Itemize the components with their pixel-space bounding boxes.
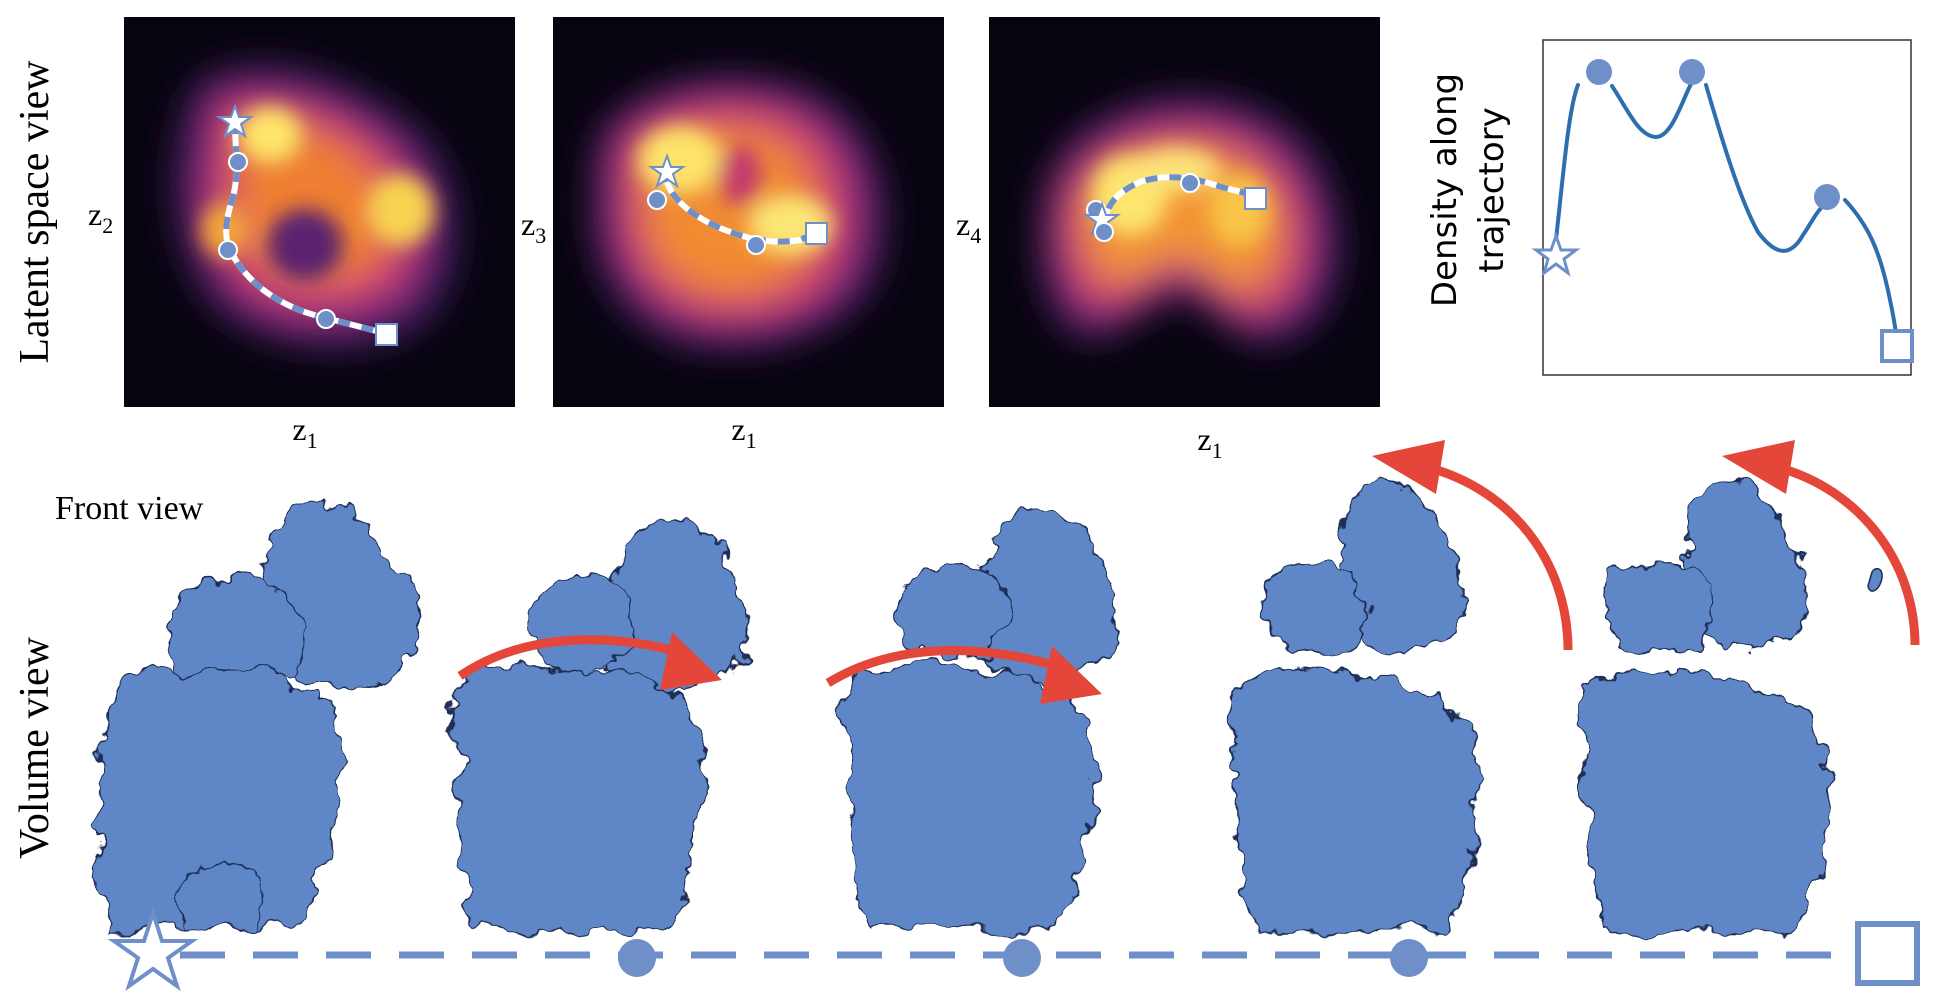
row-label-volume: Volume view (12, 636, 58, 859)
density-ylabel-line-2: trajectory (1472, 107, 1512, 272)
circle-marker (746, 235, 766, 255)
square-marker (375, 323, 398, 346)
circle-marker (1180, 173, 1200, 193)
volume-render-3 (825, 508, 1117, 931)
volume-render-1 (97, 503, 422, 931)
star-marker (107, 906, 199, 992)
bottom-trajectory (107, 906, 1920, 992)
xlabel: z (1197, 421, 1211, 457)
panel-3-labels: z1 z4 (956, 206, 1223, 463)
density-ylabel-line-1: Density along (1425, 73, 1465, 307)
volume-render-4 (1227, 440, 1573, 931)
latent-heatmap-2 (553, 17, 944, 407)
svg-text:z4: z4 (956, 206, 981, 248)
circle-marker (218, 240, 238, 260)
ylabel-sub: 4 (970, 223, 981, 248)
trajectory-1 (215, 103, 398, 346)
volume-render-5 (1577, 440, 1920, 931)
circle-marker (1003, 939, 1041, 977)
xlabel: z (292, 411, 306, 447)
xlabel-sub: 1 (746, 428, 757, 453)
xlabel-sub: 1 (307, 428, 318, 453)
ylabel: z (88, 196, 102, 232)
svg-text:z1: z1 (731, 411, 756, 453)
ylabel: z (956, 206, 970, 242)
ylabel: z (521, 206, 535, 242)
svg-text:z2: z2 (88, 196, 113, 238)
density-plot: Density along trajectory (1425, 39, 1914, 376)
front-view-label: Front view (55, 490, 204, 527)
row-label-latent: Latent space view (12, 60, 58, 364)
square-marker (1880, 329, 1914, 363)
volume-render-2 (452, 518, 747, 931)
ylabel-sub: 2 (102, 213, 113, 238)
circle-marker (1679, 59, 1705, 85)
panel-1-labels: z1 z2 (88, 196, 318, 453)
circle-marker (1586, 59, 1612, 85)
square-marker (805, 222, 828, 245)
svg-text:z1: z1 (292, 411, 317, 453)
xlabel: z (731, 411, 745, 447)
density-curve (1553, 78, 1898, 334)
panel-2-labels: z1 z3 (521, 206, 757, 453)
square-marker (1855, 921, 1920, 986)
svg-text:z3: z3 (521, 206, 546, 248)
circle-marker (1094, 222, 1114, 242)
star-marker (647, 153, 687, 189)
density-plot-frame (1542, 39, 1912, 376)
circle-marker (647, 190, 667, 210)
circle-marker (1814, 184, 1840, 210)
circle-marker (316, 309, 336, 329)
xlabel-sub: 1 (1212, 438, 1223, 463)
svg-text:z1: z1 (1197, 421, 1222, 463)
ylabel-sub: 3 (535, 223, 546, 248)
star-marker (1531, 231, 1581, 277)
latent-heatmap-1 (124, 17, 515, 407)
star-marker (215, 103, 255, 139)
latent-heatmap-3 (989, 17, 1380, 407)
circle-marker (228, 152, 248, 172)
trajectory-3 (1082, 173, 1267, 242)
trajectory-2 (647, 153, 828, 255)
circle-marker (618, 939, 656, 977)
circle-marker (1390, 939, 1428, 977)
square-marker (1244, 187, 1267, 210)
